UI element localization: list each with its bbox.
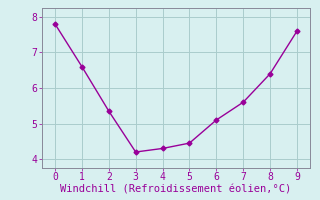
X-axis label: Windchill (Refroidissement éolien,°C): Windchill (Refroidissement éolien,°C) <box>60 185 292 195</box>
